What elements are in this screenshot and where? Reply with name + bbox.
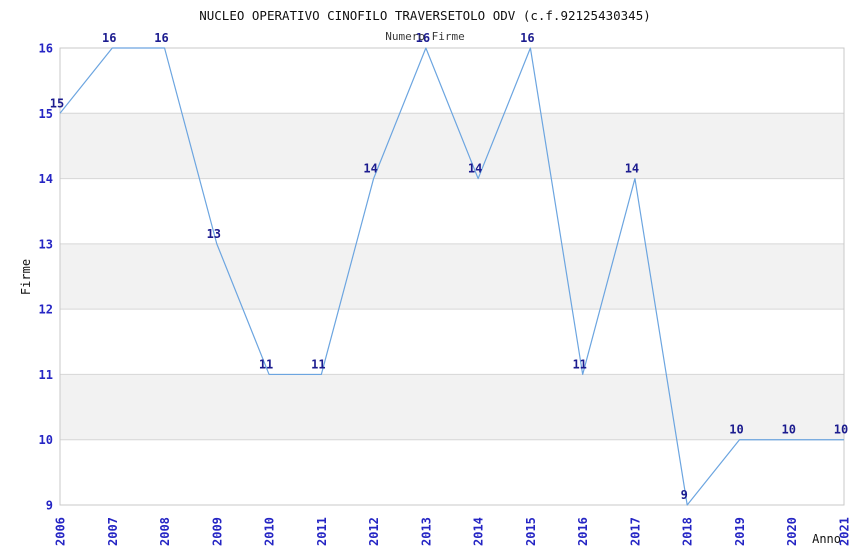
point-label: 16	[154, 31, 168, 45]
data-series-layer	[59, 47, 844, 506]
y-tick-label: 9	[46, 499, 53, 513]
x-tick-label: 2019	[733, 517, 747, 546]
point-label: 10	[729, 423, 743, 437]
y-tick-label: 13	[39, 237, 53, 251]
point-label: 14	[625, 162, 639, 176]
x-tick-label: 2021	[838, 517, 850, 546]
data-line	[59, 47, 844, 506]
point-label: 13	[207, 227, 221, 241]
point-label: 11	[311, 357, 325, 371]
y-axis-title: Firme	[19, 259, 33, 295]
y-tick-label: 16	[39, 42, 53, 56]
x-tick-label: 2008	[158, 517, 172, 546]
alt-bands-layer	[60, 113, 844, 440]
point-label: 16	[102, 31, 116, 45]
x-tick-label: 2018	[681, 517, 695, 546]
gridlines-layer	[59, 47, 845, 506]
point-labels-layer: 15 16 16 13 11 11 14 16 14 16 11 14 9 10 10 10	[50, 31, 848, 502]
x-tick-label: 2020	[785, 517, 799, 546]
y-tick-label: 14	[39, 172, 53, 186]
point-label: 11	[572, 357, 586, 371]
point-label: 16	[416, 31, 430, 45]
x-tick-label: 2006	[54, 517, 68, 546]
y-tick-label: 11	[39, 368, 53, 382]
x-tick-label: 2017	[628, 517, 642, 546]
y-tick-label: 15	[39, 107, 53, 121]
point-label: 10	[834, 423, 848, 437]
chart-title: NUCLEO OPERATIVO CINOFILO TRAVERSETOLO O…	[199, 8, 651, 23]
x-tick-label: 2015	[524, 517, 538, 546]
point-label: 14	[363, 162, 377, 176]
x-tick-label: 2012	[367, 517, 381, 546]
x-tick-label: 2014	[472, 517, 486, 546]
x-tick-label: 2010	[263, 517, 277, 546]
chart-subtitle: Numero Firme	[385, 30, 464, 43]
x-tick-label: 2013	[419, 517, 433, 546]
point-label: 15	[50, 96, 64, 110]
point-label: 9	[681, 488, 688, 502]
point-label: 14	[468, 162, 482, 176]
x-tick-label: 2011	[315, 517, 329, 546]
y-tick-label: 12	[39, 303, 53, 317]
alt-band	[60, 243, 844, 310]
alt-band	[60, 374, 844, 440]
point-label: 16	[520, 31, 534, 45]
tick-labels-layer: 9 10 11 12 13 14 15 16 2006 2007 2008 2009 2010 2011 2…	[39, 42, 850, 547]
y-tick-label: 10	[39, 433, 53, 447]
plot-border	[59, 47, 845, 506]
alt-band	[60, 113, 844, 179]
x-tick-label: 2007	[106, 517, 120, 546]
x-tick-label: 2016	[576, 517, 590, 546]
point-label: 10	[782, 423, 796, 437]
point-label: 11	[259, 357, 273, 371]
x-tick-label: 2009	[210, 517, 224, 546]
x-axis-title: Anno	[812, 532, 841, 546]
